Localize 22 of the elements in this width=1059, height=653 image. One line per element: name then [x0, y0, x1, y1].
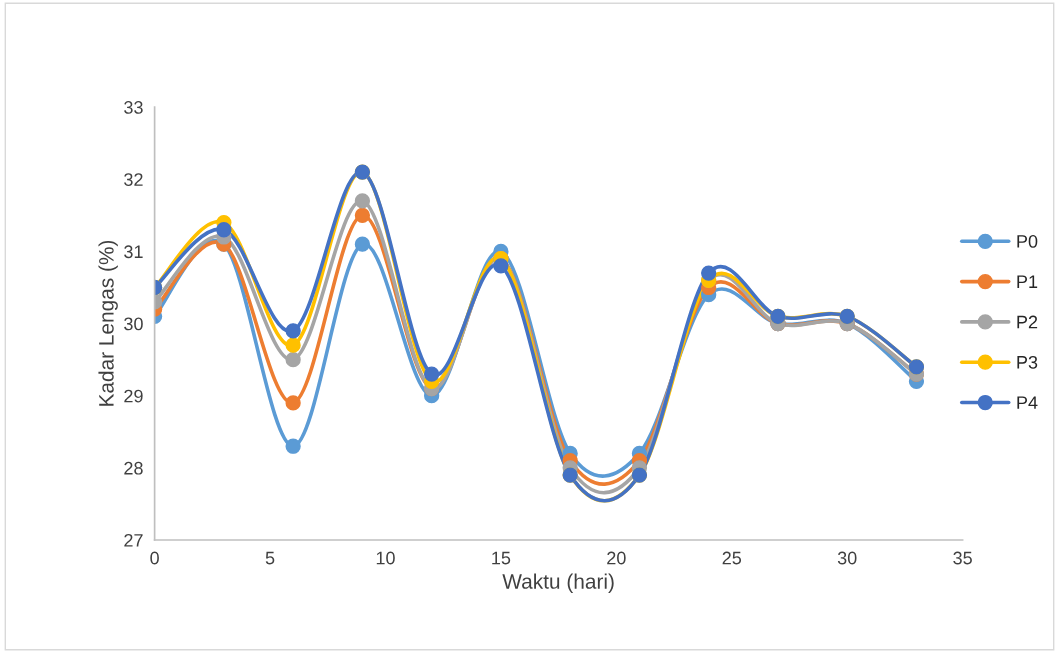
y-tick-label: 30 [124, 317, 143, 331]
x-tick-label: 0 [150, 551, 159, 565]
y-axis-title: Kadar Lengas (%) [98, 240, 118, 406]
x-tick-label: 20 [607, 551, 626, 565]
x-tick-label: 15 [492, 551, 511, 565]
legend-label: P1 [1017, 275, 1038, 288]
y-tick-label: 31 [124, 245, 143, 259]
y-tick-label: 29 [124, 389, 143, 403]
x-tick-label: 5 [265, 551, 275, 565]
y-tick-label: 33 [124, 101, 143, 114]
x-tick-label: 10 [376, 551, 395, 565]
legend-label: P2 [1017, 315, 1038, 329]
y-tick-label: 27 [124, 533, 143, 547]
legend-label: P4 [1017, 396, 1038, 409]
y-tick-label: 32 [124, 173, 143, 186]
y-tick-label: 28 [124, 461, 143, 475]
x-axis-title: Waktu (hari) [502, 573, 614, 593]
legend-label: P0 [1017, 235, 1038, 248]
legend-label: P3 [1017, 355, 1038, 369]
x-tick-label: 25 [722, 551, 742, 565]
x-tick-label: 35 [953, 551, 972, 565]
x-tick-label: 30 [837, 551, 857, 565]
